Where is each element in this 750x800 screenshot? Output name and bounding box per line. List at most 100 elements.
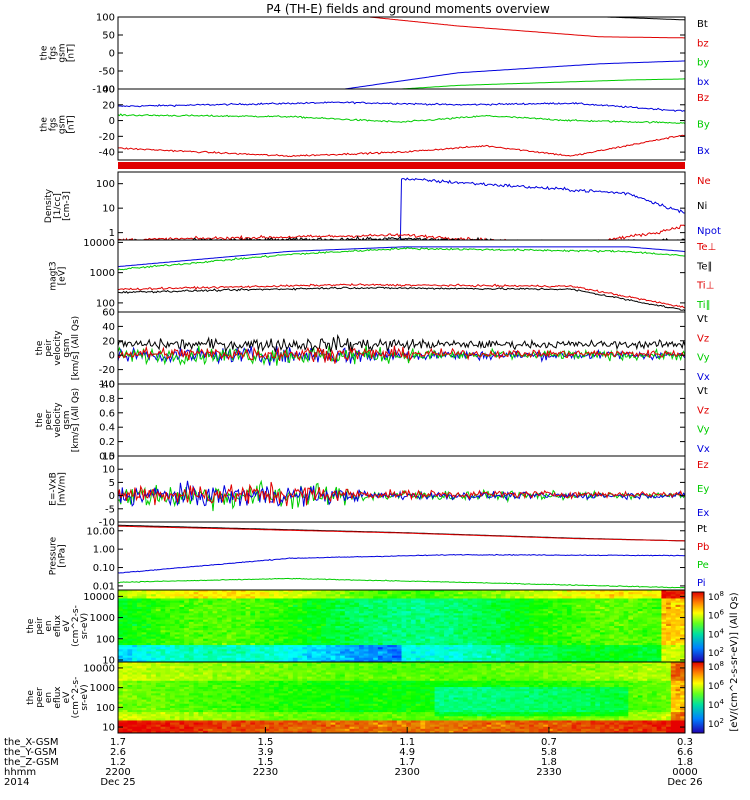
heatmap-cell xyxy=(566,609,573,612)
heatmap-cell xyxy=(410,621,417,625)
heatmap-cell xyxy=(429,611,436,614)
heatmap-cell xyxy=(349,666,355,669)
heatmap-cell xyxy=(269,604,275,608)
heatmap-cell xyxy=(633,645,639,648)
heatmap-cell xyxy=(656,655,662,659)
heatmap-cell xyxy=(562,664,568,667)
heatmap-cell xyxy=(316,630,322,633)
heatmap-cell xyxy=(316,621,322,625)
heatmap-cell xyxy=(179,594,185,597)
heatmap-cell xyxy=(599,621,606,625)
heatmap-cell xyxy=(647,659,653,662)
heatmap-cell xyxy=(321,604,327,608)
heatmap-cell xyxy=(571,606,577,610)
heatmap-cell xyxy=(368,602,374,606)
heatmap-cell xyxy=(160,606,166,610)
heatmap-cell xyxy=(467,645,473,648)
heatmap-cell xyxy=(519,623,525,627)
heatmap-cell xyxy=(368,619,374,623)
heatmap-cell xyxy=(273,638,280,642)
heatmap-cell xyxy=(297,638,303,642)
heatmap-cell xyxy=(439,664,445,667)
heatmap-cell xyxy=(609,651,615,655)
ylabel-line: [nT] xyxy=(67,115,77,133)
heatmap-cell xyxy=(250,590,256,593)
heatmap-cell xyxy=(623,606,629,610)
heatmap-cell xyxy=(524,609,530,612)
heatmap-cell xyxy=(311,626,318,629)
heatmap-cell xyxy=(576,636,582,640)
ylabel-line: the xyxy=(35,412,45,427)
heatmap-cell xyxy=(533,640,540,644)
heatmap-cell xyxy=(330,653,336,657)
heatmap-cell xyxy=(146,659,152,662)
heatmap-cell xyxy=(505,636,511,640)
heatmap-cell xyxy=(401,621,407,625)
heatmap-cell xyxy=(500,609,507,612)
heatmap-cell xyxy=(609,621,615,625)
heatmap-cell xyxy=(264,617,270,621)
heatmap-cell xyxy=(406,668,412,671)
heatmap-cell xyxy=(425,645,431,648)
heatmap-cell xyxy=(344,668,351,671)
heatmap-cell xyxy=(358,657,365,661)
heatmap-cell xyxy=(311,604,318,608)
heatmap-cell xyxy=(245,657,251,661)
heatmap-cell xyxy=(510,657,516,661)
heatmap-cell xyxy=(231,626,237,629)
heatmap-cell xyxy=(273,645,280,648)
heatmap-cell xyxy=(614,664,620,667)
series-Bz xyxy=(118,134,685,158)
heatmap-cell xyxy=(240,619,247,623)
heatmap-cell xyxy=(377,640,384,644)
heatmap-cell xyxy=(628,638,634,642)
heatmap-cell xyxy=(264,628,270,631)
heatmap-cell xyxy=(562,613,568,617)
heatmap-cell xyxy=(566,611,573,614)
heatmap-cell xyxy=(670,628,677,631)
heatmap-cell xyxy=(373,640,379,644)
heatmap-cell xyxy=(547,632,554,636)
heatmap-cell xyxy=(217,653,223,657)
heatmap-cell xyxy=(141,664,147,667)
heatmap-cell xyxy=(642,626,648,629)
heatmap-cell xyxy=(533,655,540,659)
heatmap-cell xyxy=(604,653,610,657)
heatmap-cell xyxy=(146,617,152,621)
heatmap-cell xyxy=(288,590,294,593)
heatmap-cell xyxy=(165,590,171,593)
heatmap-cell xyxy=(477,609,483,612)
heatmap-cell xyxy=(533,659,540,662)
heatmap-cell xyxy=(221,670,228,674)
heatmap-cell xyxy=(552,645,559,648)
heatmap-cell xyxy=(250,651,256,655)
heatmap-cell xyxy=(188,659,195,662)
heatmap-cell xyxy=(169,606,176,610)
heatmap-cell xyxy=(236,632,242,636)
heatmap-cell xyxy=(500,606,507,610)
heatmap-cell xyxy=(255,651,261,655)
heatmap-cell xyxy=(590,638,596,642)
heatmap-cell xyxy=(255,662,261,665)
heatmap-cell xyxy=(566,602,573,606)
heatmap-cell xyxy=(491,645,497,648)
heatmap-cell xyxy=(344,628,351,631)
heatmap-cell xyxy=(212,628,218,631)
heatmap-cell xyxy=(486,630,492,633)
heatmap-cell xyxy=(448,592,455,595)
heatmap-cell xyxy=(226,651,232,655)
heatmap-cell xyxy=(193,604,199,608)
heatmap-cell xyxy=(307,594,313,597)
heatmap-cell xyxy=(363,594,370,597)
heatmap-cell xyxy=(316,634,322,638)
heatmap-cell xyxy=(557,611,563,614)
ytick-label: 15 xyxy=(102,452,115,463)
heatmap-cell xyxy=(406,619,412,623)
heatmap-cell xyxy=(259,638,266,642)
heatmap-cell xyxy=(335,632,341,636)
heatmap-cell xyxy=(193,668,199,671)
heatmap-cell xyxy=(122,619,129,623)
heatmap-cell xyxy=(623,630,629,633)
heatmap-cell xyxy=(354,632,360,636)
heatmap-cell xyxy=(628,645,634,648)
